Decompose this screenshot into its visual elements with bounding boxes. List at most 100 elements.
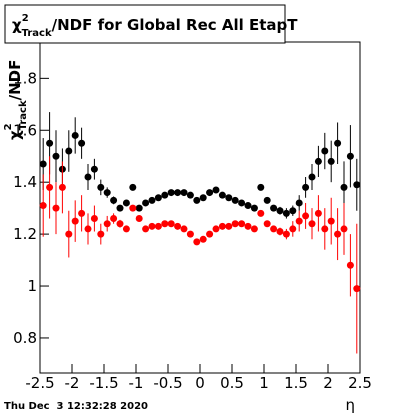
- data-point: [46, 183, 54, 191]
- data-point: [103, 189, 111, 197]
- timestamp: Thu Dec 3 12:32:28 2020: [4, 401, 148, 412]
- data-point: [314, 157, 322, 165]
- data-point: [193, 238, 201, 246]
- data-point: [206, 230, 214, 238]
- title-sup: 2: [22, 13, 29, 24]
- data-point: [276, 207, 284, 215]
- data-point: [110, 215, 118, 223]
- data-point: [340, 225, 348, 233]
- title-sub: Track: [22, 28, 52, 39]
- data-point: [180, 189, 188, 197]
- x-tick-label: 0.5: [220, 374, 244, 392]
- data-point: [263, 196, 271, 204]
- data-point: [129, 183, 137, 191]
- plot-frame: [39, 41, 361, 374]
- data-point: [78, 139, 86, 147]
- data-point: [218, 191, 226, 199]
- x-tick-label: -2.5: [25, 374, 54, 392]
- data-point: [206, 189, 214, 197]
- data-point: [276, 228, 284, 236]
- data-point: [180, 225, 188, 233]
- x-tick-label: -2: [65, 374, 80, 392]
- x-tick-label: 1.5: [284, 374, 308, 392]
- data-point: [199, 194, 207, 202]
- data-point: [78, 209, 86, 217]
- data-point: [142, 225, 150, 233]
- data-point: [39, 160, 47, 168]
- data-point: [263, 220, 271, 228]
- data-point: [302, 183, 310, 191]
- data-point: [58, 183, 66, 191]
- y-tick-label: 1: [27, 277, 37, 295]
- data-point: [122, 225, 130, 233]
- x-tick-label: 1: [259, 374, 269, 392]
- data-point: [282, 209, 290, 217]
- ylabel-symbol: χ: [6, 130, 24, 140]
- data-point: [167, 220, 175, 228]
- data-point: [90, 165, 98, 173]
- y-tick-label: 1.6: [13, 121, 37, 139]
- data-point: [116, 204, 124, 212]
- data-point: [193, 196, 201, 204]
- y-tick-label: 0.8: [13, 329, 37, 347]
- data-point: [97, 230, 105, 238]
- data-point: [84, 225, 92, 233]
- data-point: [231, 220, 239, 228]
- data-point: [282, 230, 290, 238]
- data-point: [334, 230, 342, 238]
- data-point: [46, 139, 54, 147]
- data-point: [39, 202, 47, 210]
- data-point: [174, 222, 182, 230]
- y-tick-label: 1.2: [13, 225, 37, 243]
- data-point: [148, 222, 156, 230]
- data-point: [186, 230, 194, 238]
- data-point: [308, 220, 316, 228]
- data-point: [270, 204, 278, 212]
- x-tick-label: -1.5: [89, 374, 118, 392]
- data-point: [161, 220, 169, 228]
- data-point: [212, 186, 220, 194]
- data-point: [84, 173, 92, 181]
- data-point: [154, 194, 162, 202]
- data-point: [334, 139, 342, 147]
- data-point: [199, 235, 207, 243]
- data-point: [327, 217, 335, 225]
- data-point: [52, 152, 60, 160]
- y-axis-label: χ2 Track/NDF: [3, 60, 29, 140]
- data-point: [270, 225, 278, 233]
- data-point: [65, 147, 73, 155]
- ylabel-sub: Track: [18, 100, 29, 130]
- data-point: [340, 183, 348, 191]
- data-point: [257, 209, 265, 217]
- data-point: [225, 194, 233, 202]
- title-rest: /NDF for Global Rec All EtapT: [52, 16, 299, 34]
- data-point: [116, 220, 124, 228]
- data-point: [250, 225, 258, 233]
- data-point: [90, 215, 98, 223]
- data-point: [161, 191, 169, 199]
- x-tick-label: -1: [129, 374, 144, 392]
- data-point: [186, 191, 194, 199]
- data-point: [71, 131, 79, 139]
- data-point: [212, 225, 220, 233]
- x-tick-label: -0.5: [153, 374, 182, 392]
- data-point: [321, 225, 329, 233]
- data-point: [302, 212, 310, 220]
- data-point: [295, 217, 303, 225]
- data-point: [244, 222, 252, 230]
- data-point: [225, 222, 233, 230]
- data-point: [308, 173, 316, 181]
- data-point: [122, 199, 130, 207]
- data-point: [142, 199, 150, 207]
- data-point: [346, 152, 354, 160]
- data-point: [71, 217, 79, 225]
- data-point: [65, 230, 73, 238]
- x-tick-label: 0: [195, 374, 205, 392]
- title-box: [4, 4, 286, 44]
- data-point: [97, 183, 105, 191]
- data-point: [231, 196, 239, 204]
- data-point: [346, 261, 354, 269]
- data-point: [174, 189, 182, 197]
- data-point: [238, 220, 246, 228]
